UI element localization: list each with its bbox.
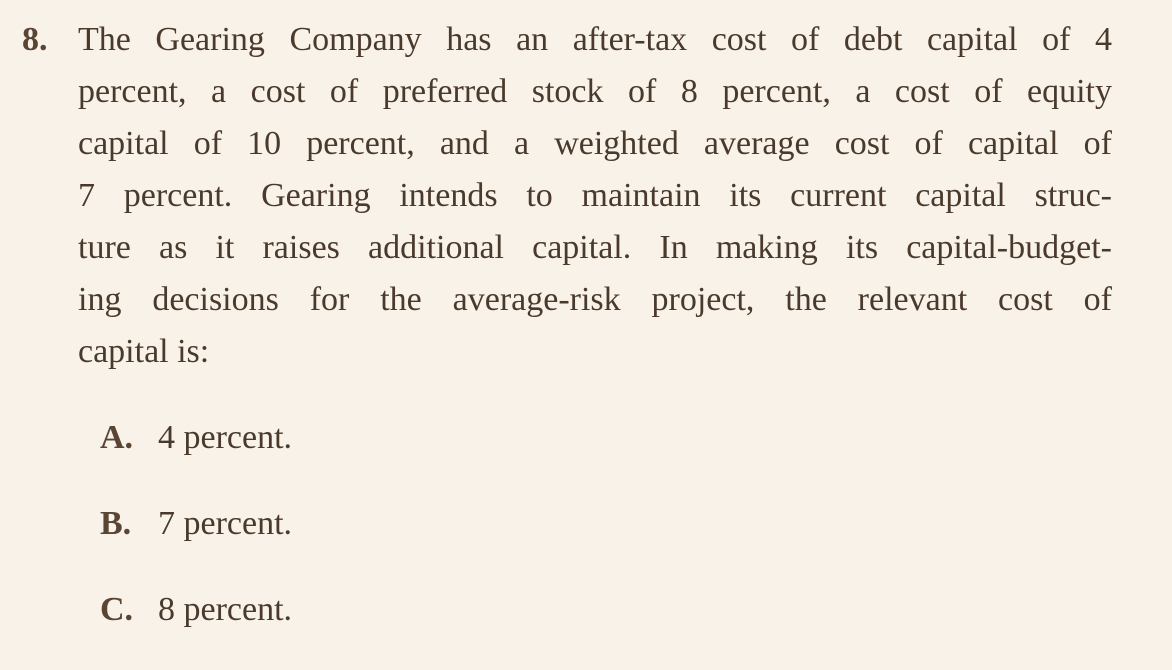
question: 8. The Gearing Company has an after-tax … [22, 14, 1112, 378]
option-letter: B. [100, 505, 132, 542]
answer-option-b: B. 7 percent. [100, 498, 292, 584]
question-line: ing decisions for the average-risk proje… [78, 281, 1112, 318]
question-number: 8. [22, 21, 48, 58]
question-line: capital of 10 percent, and a weighted av… [78, 125, 1112, 162]
answer-option-a: A. 4 percent. [100, 412, 292, 498]
question-line: The Gearing Company has an after-tax cos… [78, 21, 1112, 58]
option-text: 4 percent. [158, 419, 293, 456]
question-line: capital is: [78, 333, 210, 370]
option-letter: C. [100, 591, 134, 628]
question-line: ture as it raises additional capital. In… [78, 229, 1112, 266]
question-text: The Gearing Company has an after-tax cos… [78, 14, 1112, 378]
option-text: 8 percent. [158, 591, 293, 628]
answer-options: A. 4 percent. B. 7 percent. C. 8 percent… [100, 412, 292, 670]
answer-option-c: C. 8 percent. [100, 584, 292, 670]
option-letter: A. [100, 419, 134, 456]
option-text: 7 percent. [158, 505, 293, 542]
question-line: percent, a cost of preferred stock of 8 … [78, 73, 1112, 110]
question-line: 7 percent. Gearing intends to maintain i… [78, 177, 1112, 214]
